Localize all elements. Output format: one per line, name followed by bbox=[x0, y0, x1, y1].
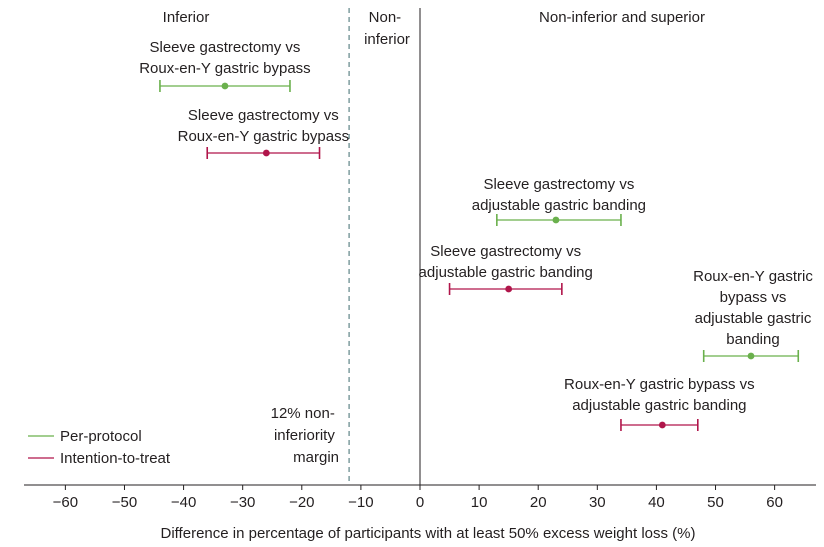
comparison-3: Sleeve gastrectomy vs adjustable gastric … bbox=[472, 176, 646, 226]
point-estimate bbox=[505, 285, 513, 293]
margin-label-line-1: 12% non- bbox=[271, 405, 335, 422]
x-tick-label: 10 bbox=[471, 494, 488, 511]
comparison-label-line: adjustable gastric banding bbox=[572, 397, 746, 414]
region-label-inferior: Inferior bbox=[163, 9, 210, 26]
region-label-non-inferior-line-1: Non- bbox=[369, 9, 402, 26]
x-tick-label: 40 bbox=[648, 494, 665, 511]
comparison-label-line: Roux-en-Y gastric bypass bbox=[178, 128, 349, 145]
x-tick-label: −30 bbox=[230, 494, 255, 511]
comparison-2: Sleeve gastrectomy vs Roux-en-Y gastric b… bbox=[178, 107, 349, 159]
x-tick-label: −20 bbox=[289, 494, 314, 511]
comparison-label: Sleeve gastrectomy vs adjustable gastric … bbox=[419, 243, 593, 281]
comparison-4: Sleeve gastrectomy vs adjustable gastric … bbox=[419, 243, 593, 295]
comparison-label: Roux-en-Y gastric bypass vs adjustable gas… bbox=[693, 268, 813, 348]
comparison-label: Sleeve gastrectomy vs Roux-en-Y gastric b… bbox=[178, 107, 349, 145]
point-estimate bbox=[747, 352, 755, 360]
legend: Per-protocol Intention-to-treat bbox=[28, 428, 171, 467]
margin-label-line-2: inferiority bbox=[274, 427, 335, 444]
comparison-label-line: Sleeve gastrectomy vs bbox=[188, 107, 339, 124]
comparison-label-line: Roux-en-Y gastric bbox=[693, 268, 813, 285]
comparison-label-line: banding bbox=[726, 331, 779, 348]
x-axis-label: Difference in percentage of participants… bbox=[161, 525, 696, 542]
comparison-label: Sleeve gastrectomy vs adjustable gastric … bbox=[472, 176, 646, 214]
comparison-label-line: bypass vs bbox=[720, 289, 787, 306]
comparison-5: Roux-en-Y gastric bypass vs adjustable gas… bbox=[693, 268, 813, 362]
legend-label-intention-to-treat: Intention-to-treat bbox=[60, 450, 171, 467]
region-label-superior: Non-inferior and superior bbox=[539, 9, 705, 26]
comparison-label-line: adjustable gastric bbox=[695, 310, 812, 327]
comparison-label-line: Sleeve gastrectomy vs bbox=[430, 243, 581, 260]
x-tick-label: 50 bbox=[707, 494, 724, 511]
comparison-label-line: adjustable gastric banding bbox=[419, 264, 593, 281]
comparison-label-line: Sleeve gastrectomy vs bbox=[150, 39, 301, 56]
x-tick-label: −40 bbox=[171, 494, 196, 511]
x-tick-label: 30 bbox=[589, 494, 606, 511]
comparison-label-line: Roux-en-Y gastric bypass vs bbox=[564, 376, 755, 393]
x-tick-label: 20 bbox=[530, 494, 547, 511]
comparison-label-line: adjustable gastric banding bbox=[472, 197, 646, 214]
comparison-label: Sleeve gastrectomy vs Roux-en-Y gastric b… bbox=[139, 39, 310, 77]
x-tick-label: 0 bbox=[416, 494, 424, 511]
x-tick-label: 60 bbox=[766, 494, 783, 511]
comparisons: Sleeve gastrectomy vs Roux-en-Y gastric b… bbox=[139, 39, 813, 431]
point-estimate bbox=[262, 149, 270, 157]
x-axis: −60 −50 −40 −30 −20 −10 0 10 20 30 40 50 60 bbox=[24, 484, 816, 511]
legend-label-per-protocol: Per-protocol bbox=[60, 428, 142, 445]
point-estimate bbox=[658, 421, 666, 429]
x-tick-label: −10 bbox=[348, 494, 373, 511]
margin-label-line-3: margin bbox=[293, 449, 339, 466]
comparison-label: Roux-en-Y gastric bypass vs adjustable ga… bbox=[564, 376, 755, 414]
point-estimate bbox=[552, 216, 560, 224]
x-tick-label: −60 bbox=[53, 494, 78, 511]
comparison-label-line: Sleeve gastrectomy vs bbox=[483, 176, 634, 193]
margin-label: 12% non- inferiority margin bbox=[271, 405, 339, 466]
comparison-1: Sleeve gastrectomy vs Roux-en-Y gastric b… bbox=[139, 39, 311, 92]
region-label-non-inferior-line-2: inferior bbox=[364, 31, 410, 48]
point-estimate bbox=[221, 82, 229, 90]
x-tick-label: −50 bbox=[112, 494, 137, 511]
comparison-label-line: Roux-en-Y gastric bypass bbox=[139, 60, 310, 77]
region-label-non-inferior: Non- inferior bbox=[364, 9, 410, 48]
comparison-6: Roux-en-Y gastric bypass vs adjustable ga… bbox=[564, 376, 755, 431]
